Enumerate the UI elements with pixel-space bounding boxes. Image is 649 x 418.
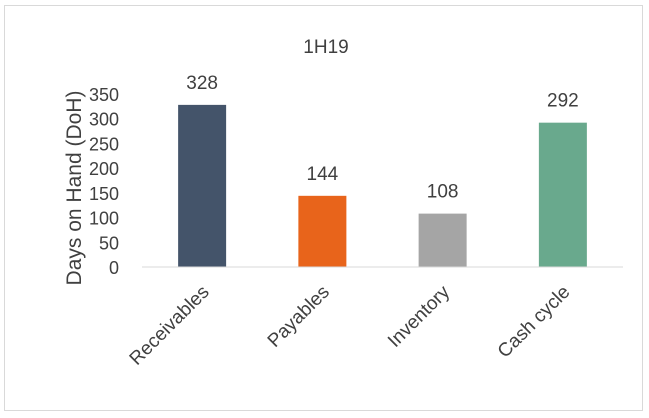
y-tick-label: 0 [109,258,119,278]
category-label: Cash cycle [494,282,575,363]
chart-title: 1H19 [303,37,348,58]
y-tick-label: 50 [99,233,119,253]
y-tick-label: 150 [89,184,119,204]
category-label: Inventory [384,281,454,351]
data-label: 328 [186,73,218,94]
bar-inventory [418,213,467,267]
y-tick-label: 200 [89,159,119,179]
bar-cash-cycle [538,122,587,267]
y-tick-label: 250 [89,134,119,154]
data-label: 292 [547,91,579,112]
y-tick-label: 350 [89,85,119,105]
y-tick-label: 300 [89,110,119,130]
y-axis-title: Days on Hand (DoH) [63,91,86,286]
bar-receivables [178,104,227,267]
category-labels-group: Receivables Payables Inventory Cash cycle [126,281,575,369]
data-label: 108 [427,182,459,203]
category-label: Receivables [126,282,214,370]
data-label: 144 [307,164,339,185]
y-axis-ticks: 0 50 100 150 200 250 300 350 [89,85,119,278]
category-label: Payables [264,282,334,352]
bars-group [178,104,587,267]
bar-payables [298,195,347,267]
y-tick-label: 100 [89,209,119,229]
value-labels-group: 328 144 108 292 [186,73,578,203]
